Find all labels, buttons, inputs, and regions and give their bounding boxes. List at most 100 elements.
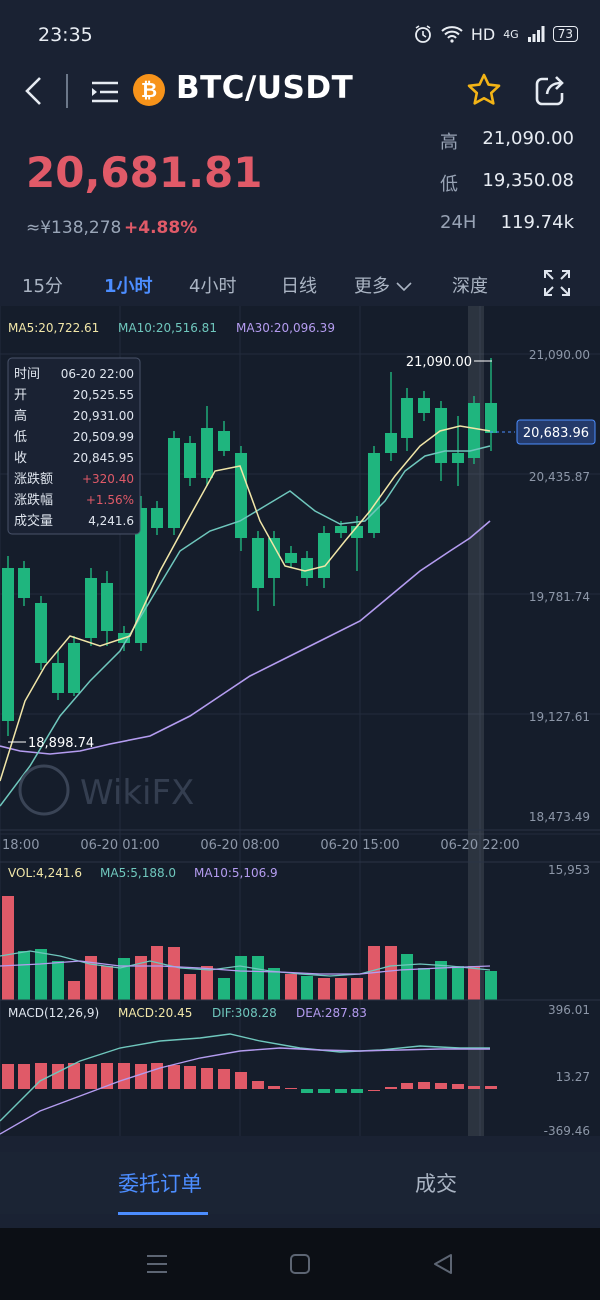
candle-body: [351, 526, 363, 538]
status-bar: 23:35 HD 4G 73: [0, 0, 600, 70]
candle-body: [335, 526, 347, 533]
macd-histogram-bar: [385, 1087, 397, 1089]
macd-axis-label: 396.01: [548, 1003, 590, 1017]
watermark-text: WikiFX: [80, 773, 194, 813]
candle-body: [218, 431, 230, 451]
volume-bar: [385, 946, 397, 1000]
volume-bar: [335, 978, 347, 1000]
macd-histogram-bar: [168, 1065, 180, 1089]
macd-histogram-bar: [468, 1086, 480, 1089]
back-icon[interactable]: [22, 76, 46, 106]
tooltip-label: 收: [14, 451, 27, 466]
high-value: 21,090.00: [482, 128, 574, 149]
macd-axis-label: 13.27: [556, 1070, 590, 1084]
candle-body: [135, 508, 147, 643]
candle-body: [268, 538, 280, 578]
last-price: 20,681.81: [26, 148, 263, 197]
candle-body: [18, 568, 30, 598]
ma10-line: [0, 445, 491, 807]
kline-chart[interactable]: 21,090.00 20,435.87 19,781.74 19,127.61 18,4…: [0, 306, 600, 1138]
chart-area[interactable]: 21,090.00 20,435.87 19,781.74 19,127.61 18,4…: [0, 306, 600, 1138]
ma5-legend: MA5:20,722.61: [8, 321, 99, 335]
tooltip-value: 20,509.99: [73, 430, 134, 444]
cny-price: ≈¥138,278: [26, 218, 122, 238]
tab-4hour[interactable]: 4小时: [189, 276, 237, 297]
tooltip-label: 低: [14, 430, 27, 445]
tooltip-label: 涨跌幅: [14, 492, 53, 508]
chevron-down-icon: [396, 282, 412, 292]
star-icon[interactable]: [466, 72, 502, 108]
macd-histogram-bar: [184, 1066, 196, 1089]
home-icon[interactable]: [289, 1253, 311, 1275]
candle-body: [468, 403, 480, 458]
active-tab-indicator: [118, 1212, 208, 1215]
volume-bar: [468, 966, 480, 1000]
system-nav-bar: [0, 1228, 600, 1300]
candle-body: [2, 568, 14, 721]
tab-depth[interactable]: 深度: [452, 276, 488, 297]
tab-more[interactable]: 更多: [354, 272, 412, 298]
back-nav-icon[interactable]: [432, 1253, 454, 1275]
volume-bar: [252, 956, 264, 1000]
macd-histogram-bar: [18, 1064, 30, 1089]
macd-histogram-bar: [452, 1084, 464, 1089]
pair-title[interactable]: BTC/USDT: [176, 70, 354, 106]
low-value: 19,350.08: [482, 170, 574, 191]
time-axis-label: 06-20 01:00: [80, 838, 159, 853]
volume-bar: [301, 976, 313, 1000]
macd-histogram-bar: [401, 1083, 413, 1089]
tooltip-label: 涨跌额: [14, 471, 53, 487]
tab-1hour[interactable]: 1小时: [104, 276, 153, 297]
low-row: 低 19,350.08: [440, 170, 580, 212]
macd-histogram-bar: [485, 1086, 497, 1089]
low-marker: 18,898.74: [28, 736, 94, 751]
macd-histogram-bar: [68, 1063, 80, 1089]
header: [0, 70, 600, 114]
timeframe-tabs: 15分 1小时 4小时 日线 更多 深度: [0, 262, 600, 304]
macd-histogram-bar: [118, 1063, 130, 1089]
macd-histogram-bar: [285, 1088, 297, 1089]
tooltip-value: 06-20 22:00: [61, 367, 134, 381]
high-row: 高 21,090.00: [440, 128, 580, 170]
tooltip-value: +1.56%: [86, 493, 134, 507]
volume-bar: [285, 974, 297, 1000]
macd-histogram-bar: [435, 1083, 447, 1089]
candle-body: [101, 583, 113, 631]
macd-histogram-bar: [318, 1089, 330, 1093]
tab-more-label: 更多: [354, 276, 390, 297]
price-axis-label: 18,473.49: [529, 810, 590, 824]
macd-histogram-bar: [218, 1069, 230, 1089]
time-axis-label: 18:00: [2, 838, 39, 853]
menu-icon[interactable]: [90, 80, 120, 104]
volume-row: 24H 119.74k: [440, 212, 580, 254]
macd-histogram-bar: [52, 1064, 64, 1089]
volume-bar: [68, 981, 80, 1000]
candle-body: [235, 453, 247, 538]
volume-bar: [435, 961, 447, 1000]
candle-body: [485, 403, 497, 433]
recents-icon[interactable]: [146, 1254, 168, 1274]
candle-body: [252, 538, 264, 588]
volume-bar: [201, 966, 213, 1000]
tab-15min[interactable]: 15分: [22, 276, 63, 297]
network-type: 4G: [503, 27, 519, 41]
volume-ma5-legend: MA5:5,188.0: [100, 866, 176, 880]
fullscreen-icon[interactable]: [543, 269, 571, 297]
time-axis-label: 06-20 08:00: [200, 838, 279, 853]
tooltip-value: 20,845.95: [73, 451, 134, 465]
tooltip-value: 20,931.00: [73, 409, 134, 423]
tab-trades[interactable]: 成交: [415, 1172, 457, 1196]
ohlc-tooltip: [7, 357, 141, 535]
ma10-legend: MA10:20,516.81: [118, 321, 217, 335]
share-icon[interactable]: [533, 72, 569, 108]
high-marker: 21,090.00: [406, 355, 472, 370]
tab-daily[interactable]: 日线: [281, 276, 317, 297]
current-price-value: 20,683.96: [523, 426, 589, 441]
volume-bar: [235, 956, 247, 1000]
watermark-logo: [18, 764, 70, 816]
macd-histogram-bar: [101, 1063, 113, 1089]
header-divider: [66, 74, 68, 108]
time-axis-label: 06-20 22:00: [440, 838, 519, 853]
tab-orders[interactable]: 委托订单: [118, 1172, 202, 1196]
tooltip-value: 20,525.55: [73, 388, 134, 402]
